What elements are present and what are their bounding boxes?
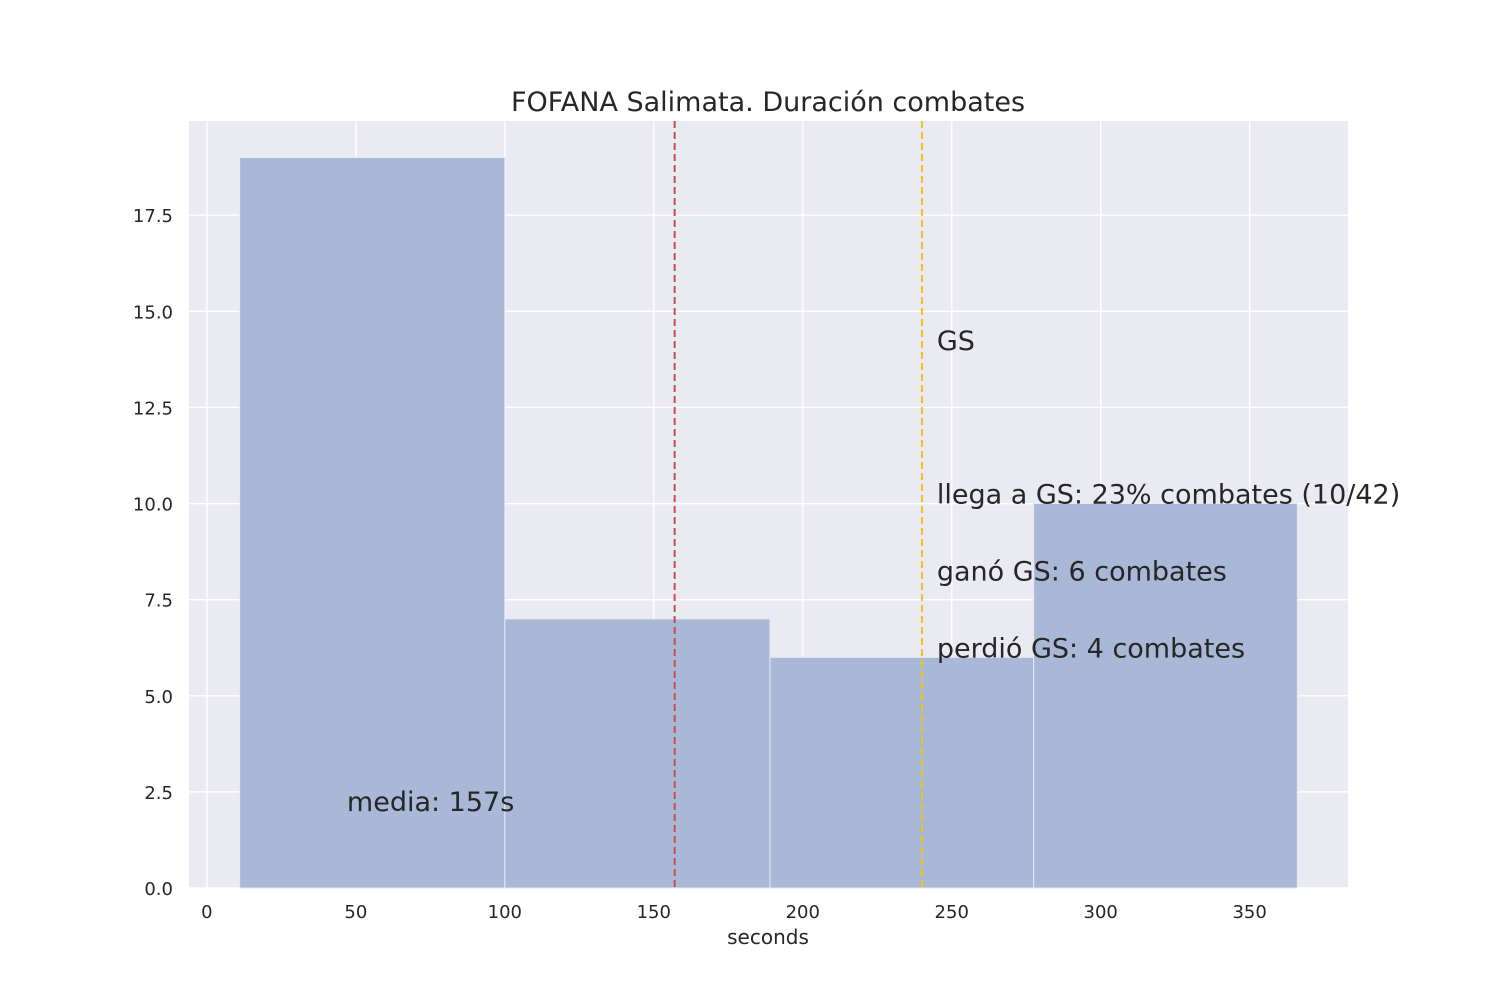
y-tick-label: 12.5	[133, 398, 173, 419]
y-tick-label: 7.5	[144, 591, 173, 612]
x-tick-label: 350	[1232, 902, 1266, 923]
mean-label: media: 157s	[347, 787, 514, 818]
y-tick-label: 0.0	[144, 879, 173, 900]
annotations: media: 157s GS llega a GS: 23% combates (1…	[347, 326, 1400, 818]
x-axis-label: seconds	[727, 925, 809, 949]
y-tick-label: 2.5	[144, 783, 173, 804]
x-tick-label: 200	[786, 902, 820, 923]
gs-won-label: ganó GS: 6 combates	[937, 556, 1227, 587]
histogram-bar	[239, 157, 506, 889]
chart-title: FOFANA Salimata. Duración combates	[511, 87, 1025, 118]
x-tick-label: 0	[201, 902, 212, 923]
histogram-bar	[504, 618, 771, 889]
histogram-bars	[239, 157, 1298, 889]
y-tick-label: 10.0	[133, 495, 173, 516]
reference-lines	[673, 121, 923, 888]
histogram-bar	[769, 656, 1035, 889]
y-tick-label: 5.0	[144, 687, 173, 708]
x-tick-label: 250	[935, 902, 969, 923]
axis-ticks: 0 50 100 150 200 250 300 350 0.0 2.5 5.0 7.5 10.0 12.…	[133, 206, 1267, 923]
histogram-bar	[1033, 503, 1298, 889]
x-tick-label: 50	[344, 902, 367, 923]
y-tick-label: 15.0	[133, 302, 173, 323]
x-tick-label: 150	[637, 902, 671, 923]
y-tick-label: 17.5	[133, 206, 173, 227]
gs-label: GS	[937, 326, 975, 357]
gs-reach-label: llega a GS: 23% combates (10/42)	[937, 480, 1400, 511]
gs-lost-label: perdió GS: 4 combates	[937, 633, 1245, 664]
x-tick-label: 100	[488, 902, 522, 923]
x-tick-label: 300	[1084, 902, 1118, 923]
